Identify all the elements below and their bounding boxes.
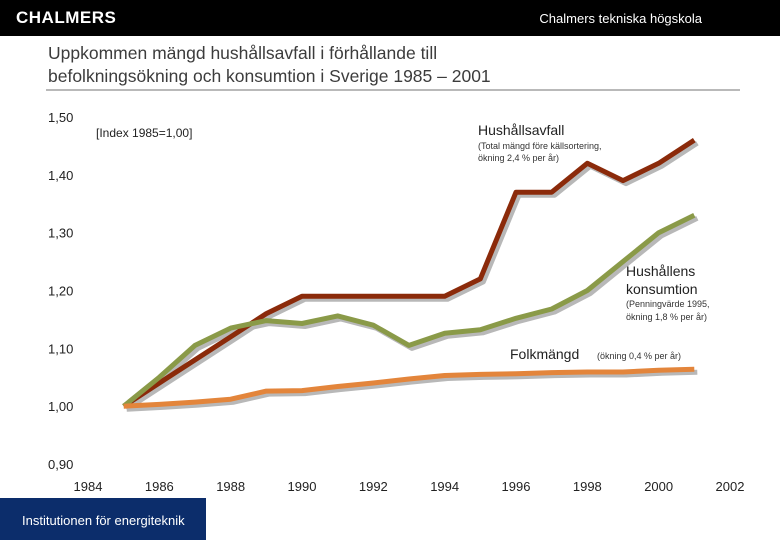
label-population: Folkmängd [510, 346, 579, 362]
y-tick-label: 1,50 [48, 110, 73, 125]
header-bar: CHALMERS Chalmers tekniska högskola [0, 0, 780, 36]
series-shadows [125, 141, 699, 412]
label-household-waste: Hushållsavfall [478, 122, 564, 138]
series-line-population [123, 366, 695, 409]
title-divider [46, 89, 740, 91]
footer-department: Institutionen för energiteknik [22, 513, 185, 528]
series-shadow-consumption [125, 216, 699, 412]
slide-title: Uppkommen mängd hushållsavfall i förhåll… [48, 42, 748, 88]
footer-bar: Institutionen för energiteknik [0, 498, 206, 540]
x-tick-label: 1984 [74, 479, 103, 494]
label-consumption-line-1: Hushållens [626, 263, 695, 279]
y-tick-label: 1,20 [48, 284, 73, 299]
x-tick-label: 1992 [359, 479, 388, 494]
y-tick-label: 1,10 [48, 341, 73, 356]
x-tick-label: 2002 [716, 479, 745, 494]
slide-title-line-2: befolkningsökning och konsumtion i Sveri… [48, 66, 491, 86]
y-tick-label: 1,40 [48, 168, 73, 183]
series-line-household-waste [122, 138, 696, 409]
note-consumption-line-1: (Penningvärde 1995, [626, 299, 710, 309]
note-consumption-line-2: ökning 1,8 % per år) [626, 312, 707, 322]
x-tick-label: 2000 [644, 479, 673, 494]
series-shadow-population [126, 369, 698, 412]
chalmers-logo: CHALMERS [16, 8, 117, 27]
x-axis-ticks: 1984 1986 1988 1990 1992 1994 1996 1998 2000 2002 [74, 479, 745, 494]
y-tick-label: 1,30 [48, 226, 73, 241]
index-note: [Index 1985=1,00] [96, 126, 192, 140]
x-tick-label: 1990 [288, 479, 317, 494]
y-axis-ticks: 0,90 1,00 1,10 1,20 1,30 1,40 1,50 [48, 110, 73, 472]
x-tick-label: 1998 [573, 479, 602, 494]
note-household-waste-line-2: ökning 2,4 % per år) [478, 153, 559, 163]
x-tick-label: 1986 [145, 479, 174, 494]
x-tick-label: 1996 [502, 479, 531, 494]
series-line-consumption [122, 213, 696, 409]
institution-name: Chalmers tekniska högskola [539, 11, 702, 26]
series-lines [122, 138, 696, 409]
note-household-waste-line-1: (Total mängd före källsortering, [478, 141, 602, 151]
label-consumption-line-2: konsumtion [626, 281, 698, 297]
x-tick-label: 1988 [216, 479, 245, 494]
slide-title-line-1: Uppkommen mängd hushållsavfall i förhåll… [48, 43, 438, 63]
y-tick-label: 1,00 [48, 399, 73, 414]
note-population: (ökning 0,4 % per år) [597, 351, 681, 361]
x-tick-label: 1994 [430, 479, 459, 494]
y-tick-label: 0,90 [48, 457, 73, 472]
